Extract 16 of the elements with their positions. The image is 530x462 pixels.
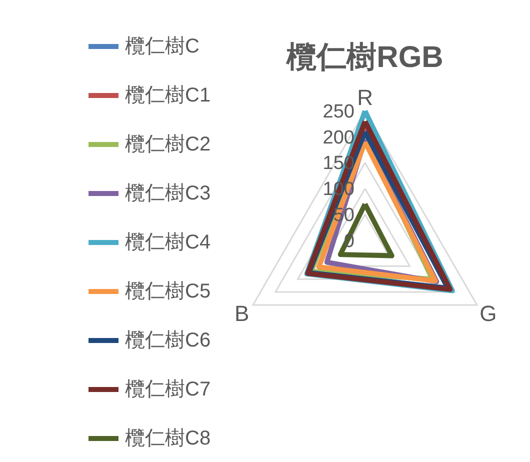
legend-label: 欖仁樹C5 bbox=[125, 280, 211, 302]
legend-label: 欖仁樹C2 bbox=[125, 134, 211, 156]
y-tick-label: 250 bbox=[322, 101, 354, 122]
spoke-label: B bbox=[234, 300, 250, 326]
legend-label: 欖仁樹C bbox=[125, 36, 200, 58]
spoke-label: R bbox=[357, 85, 373, 110]
legend-label: 欖仁樹C1 bbox=[125, 84, 211, 106]
legend-label: 欖仁樹C6 bbox=[125, 330, 211, 352]
legend-label: 欖仁樹C8 bbox=[125, 428, 211, 450]
legend-label: 欖仁樹C3 bbox=[125, 182, 211, 204]
y-tick-label: 0 bbox=[344, 230, 354, 252]
legend-label: 欖仁樹C4 bbox=[125, 232, 211, 254]
spoke-label: G bbox=[480, 300, 497, 326]
legend-label: 欖仁樹C7 bbox=[125, 378, 211, 400]
chart-title: 欖仁樹RGB bbox=[286, 41, 444, 74]
y-tick-label: 200 bbox=[322, 127, 354, 148]
